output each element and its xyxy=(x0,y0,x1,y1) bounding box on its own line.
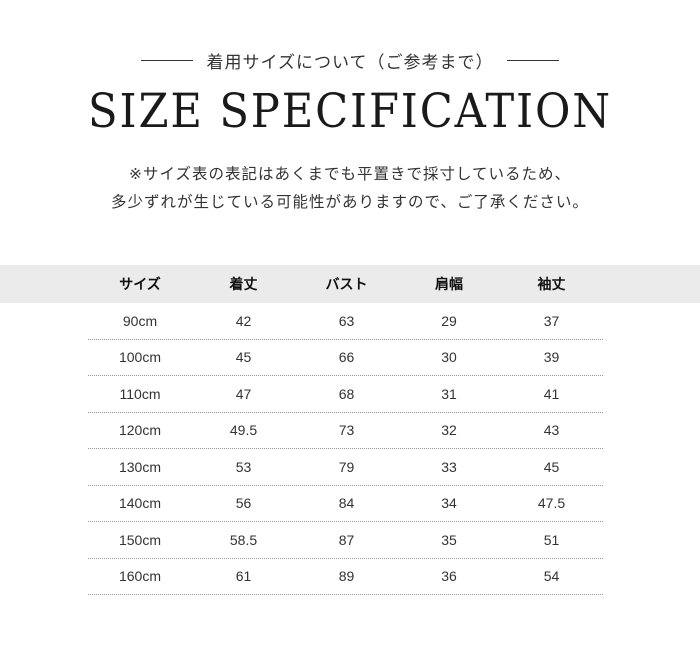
table-cell: 100cm xyxy=(118,349,162,366)
table-cell: 32 xyxy=(441,422,457,439)
table-cell: 30 xyxy=(441,349,457,366)
table-row: 90cm 42 63 29 37 xyxy=(88,303,603,340)
table-row: 120cm 49.5 73 32 43 xyxy=(88,413,603,449)
table-cell: 84 xyxy=(338,495,355,512)
table-cell: 58.5 xyxy=(229,531,258,548)
note-line-1: ※サイズ表の表記はあくまでも平置きで採寸しているため、 xyxy=(128,165,572,183)
table-cell: 130cm xyxy=(118,458,162,475)
table-cell: 61 xyxy=(235,568,252,585)
table-row: 130cm 53 79 33 45 xyxy=(88,449,603,486)
table-row: 100cm 45 66 30 39 xyxy=(88,340,603,376)
note-line-2: 多少ずれが生じている可能性がありますので、ご了承ください。 xyxy=(111,193,589,211)
table-cell: 37 xyxy=(543,312,560,329)
table-header: サイズ 着丈 バスト 肩幅 袖丈 xyxy=(88,265,603,303)
table-cell: 34 xyxy=(441,495,457,512)
header-shoulder: 肩幅 xyxy=(435,277,463,293)
table-cell: 120cm xyxy=(118,422,162,439)
size-note: ※サイズ表の表記はあくまでも平置きで採寸しているため、 多少ずれが生じている可能… xyxy=(0,160,700,216)
table-cell: 45 xyxy=(235,349,252,366)
table-cell: 36 xyxy=(441,568,457,585)
table-cell: 29 xyxy=(441,312,457,329)
table-cell: 43 xyxy=(543,422,560,439)
table-cell: 33 xyxy=(441,458,457,475)
table-cell: 42 xyxy=(235,312,252,329)
table-row: 110cm 47 68 31 41 xyxy=(88,376,603,413)
subtitle: 着用サイズについて（ご参考まで） xyxy=(206,53,494,73)
table-cell: 87 xyxy=(338,531,355,548)
header-sleeve: 袖丈 xyxy=(537,277,566,293)
table-cell: 140cm xyxy=(118,495,162,512)
table-cell: 56 xyxy=(235,495,252,512)
table-cell: 39 xyxy=(543,349,560,366)
subtitle-row: 着用サイズについて（ご参考まで） xyxy=(0,48,700,73)
table-cell: 150cm xyxy=(118,531,162,548)
table-cell: 160cm xyxy=(118,568,162,585)
table-cell: 53 xyxy=(235,458,252,475)
page-title: SIZE SPECIFICATION xyxy=(88,84,612,139)
table-cell: 54 xyxy=(543,568,560,585)
table-cell: 47 xyxy=(235,385,252,402)
table-cell: 49.5 xyxy=(229,422,258,439)
table-cell: 47.5 xyxy=(537,495,566,512)
table-row: 140cm 56 84 34 47.5 xyxy=(88,486,603,522)
table-cell: 90cm xyxy=(122,312,158,329)
table-row: 150cm 58.5 87 35 51 xyxy=(88,522,603,559)
table-cell: 41 xyxy=(543,385,560,402)
header-size: サイズ xyxy=(119,277,161,293)
table-cell: 110cm xyxy=(119,385,161,402)
table-cell: 68 xyxy=(338,385,355,402)
divider-right xyxy=(507,60,560,61)
table-header-band xyxy=(0,265,700,303)
table-cell: 89 xyxy=(338,568,355,585)
table-cell: 73 xyxy=(338,422,355,439)
divider-left xyxy=(140,60,193,61)
table-cell: 66 xyxy=(338,349,355,366)
table-cell: 63 xyxy=(338,312,355,329)
header-length: 着丈 xyxy=(229,277,258,293)
table-cell: 45 xyxy=(543,458,560,475)
table-row: 160cm 61 89 36 54 xyxy=(88,559,603,595)
header-bust: バスト xyxy=(325,277,368,293)
table-cell: 35 xyxy=(441,531,457,548)
table-cell: 31 xyxy=(441,385,457,402)
table-cell: 51 xyxy=(543,531,560,548)
table-body: 90cm 42 63 29 37 100cm 45 66 30 39 110cm 47 68 31 41 12… xyxy=(88,303,603,595)
table-cell: 79 xyxy=(338,458,355,475)
